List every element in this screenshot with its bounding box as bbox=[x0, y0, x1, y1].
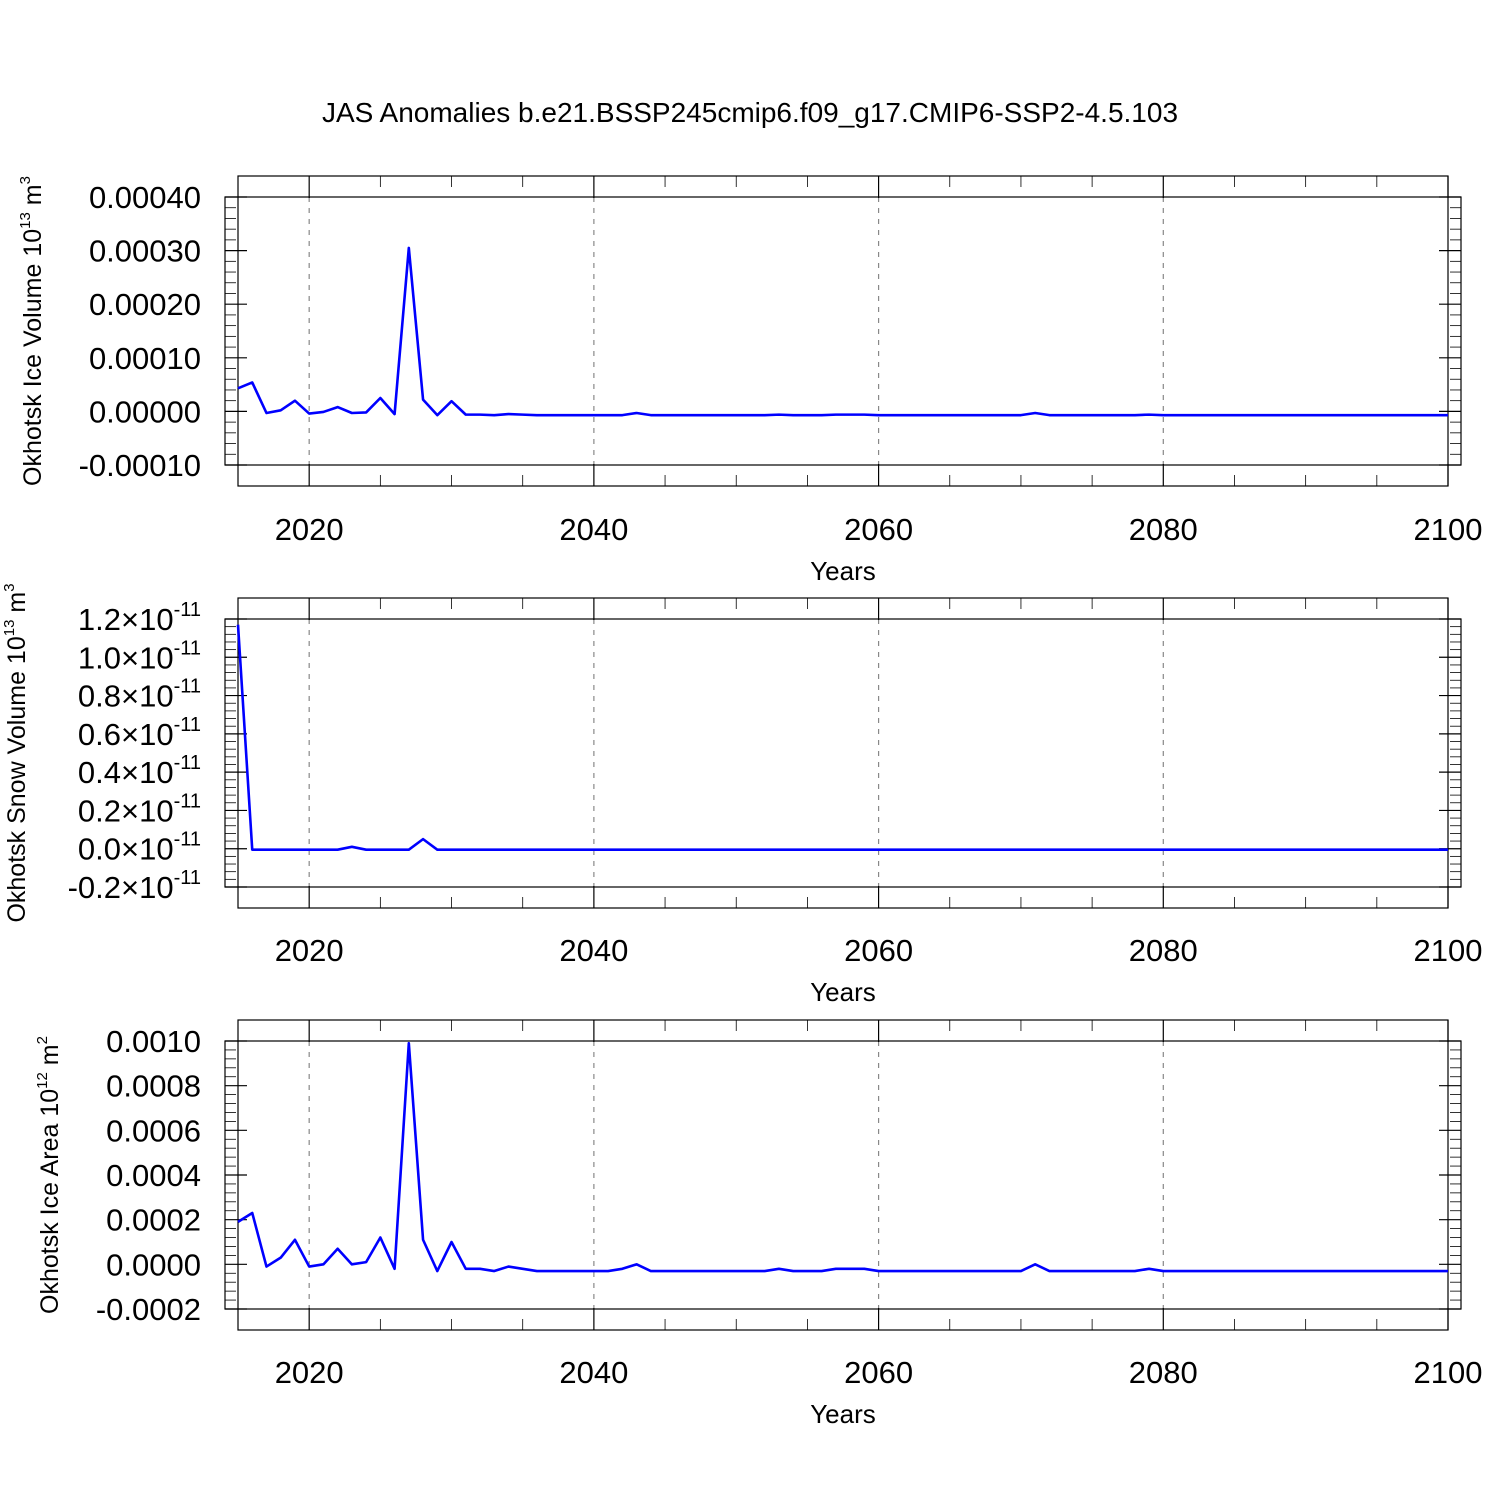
y-tick-label: 0.00000 bbox=[89, 394, 201, 429]
y-tick-label-text: 0.6×10 bbox=[78, 717, 174, 752]
panel-3: 2020 2040 2060 2080 2100 0.0010 0.0008 0.0006 0.… bbox=[34, 1019, 1483, 1429]
x-tick-label: 2080 bbox=[1129, 1355, 1198, 1390]
x-tick-label: 2060 bbox=[844, 1355, 913, 1390]
y-tick-label-exponent: -11 bbox=[174, 829, 201, 851]
y-tick-label-text: 0.0006 bbox=[106, 1113, 201, 1148]
y-tick-label-text: 0.00030 bbox=[89, 234, 201, 269]
x-tick-label: 2020 bbox=[275, 1355, 344, 1390]
y-axis-label-unit-exponent: 3 bbox=[17, 176, 34, 184]
y-tick-label: 0.0×10-11 bbox=[78, 829, 201, 867]
x-axis-label: Years bbox=[810, 977, 876, 1007]
y-axis-label-unit-exponent: 3 bbox=[1, 583, 18, 591]
y-tick-label-text: 0.0004 bbox=[106, 1158, 201, 1193]
x-tick-label: 2040 bbox=[559, 512, 628, 547]
y-tick-label: 0.0008 bbox=[106, 1069, 201, 1104]
y-tick-label-text: 0.0010 bbox=[106, 1024, 201, 1059]
y-tick-label: 0.0000 bbox=[106, 1247, 201, 1282]
y-tick-label-text: -0.2×10 bbox=[68, 870, 174, 905]
y-tick-label: 0.00040 bbox=[89, 180, 201, 215]
y-tick-label-text: 0.0002 bbox=[106, 1203, 201, 1238]
y-tick-label-exponent: -11 bbox=[174, 599, 201, 621]
y-tick-label-exponent: -11 bbox=[174, 752, 201, 774]
y-tick-label-text: 1.2×10 bbox=[78, 602, 174, 637]
x-axis-frame bbox=[237, 175, 1449, 487]
y-axis-frame bbox=[224, 196, 1462, 466]
y-axis-label: Okhotsk Ice Area 1012 m2 bbox=[34, 1036, 64, 1314]
series-line-1 bbox=[236, 624, 1448, 851]
x-axis-frame bbox=[237, 597, 1449, 909]
series-line-1 bbox=[237, 1041, 1448, 1273]
x-tick-label: 2040 bbox=[559, 933, 628, 968]
y-tick-label-exponent: -11 bbox=[174, 790, 201, 812]
y-tick-label-exponent: -11 bbox=[174, 637, 201, 659]
y-axis-label-exponent: 13 bbox=[17, 212, 34, 229]
x-axis-label: Years bbox=[810, 556, 876, 586]
y-tick-label-text: 0.2×10 bbox=[78, 793, 174, 828]
y-axis-label-text: Okhotsk Ice Area 10 bbox=[36, 1089, 64, 1314]
y-tick-label-text: 0.0×10 bbox=[78, 832, 174, 867]
y-tick-label: 0.4×10-11 bbox=[78, 752, 201, 790]
x-tick-label: 2020 bbox=[275, 933, 344, 968]
y-axis-label: Okhotsk Snow Volume 1013 m3 bbox=[1, 583, 31, 922]
y-axis-label: Okhotsk Ice Volume 1013 m3 bbox=[17, 176, 47, 486]
x-tick-label: 2100 bbox=[1414, 512, 1483, 547]
y-tick-label: 0.8×10-11 bbox=[78, 676, 201, 714]
y-tick-label: 0.0006 bbox=[106, 1113, 201, 1148]
y-tick-label: 0.00020 bbox=[89, 287, 201, 322]
y-axis-label-text: Okhotsk Ice Volume 10 bbox=[19, 229, 47, 486]
panel-1: 2020 2040 2060 2080 2100 0.00040 0.00030 0.0002… bbox=[17, 175, 1483, 586]
x-tick-label: 2100 bbox=[1414, 1355, 1483, 1390]
y-axis-label-text: Okhotsk Snow Volume 10 bbox=[3, 636, 31, 922]
y-tick-label-text: 0.00020 bbox=[89, 287, 201, 322]
series-line-1 bbox=[237, 246, 1448, 417]
y-axis-frame bbox=[224, 618, 1462, 888]
y-tick-label: -0.2×10-11 bbox=[68, 867, 201, 905]
y-tick-label-text: 0.0000 bbox=[106, 1247, 201, 1282]
y-tick-label-text: 1.0×10 bbox=[78, 640, 174, 675]
x-tick-label: 2060 bbox=[844, 933, 913, 968]
y-tick-label-exponent: -11 bbox=[174, 714, 201, 736]
y-axis-label-unit: m bbox=[3, 592, 31, 620]
y-tick-label: -0.00010 bbox=[79, 448, 201, 483]
x-axis-label: Years bbox=[810, 1399, 876, 1429]
y-tick-label: 0.0004 bbox=[106, 1158, 201, 1193]
y-tick-label-text: 0.00040 bbox=[89, 180, 201, 215]
y-axis-label-unit-exponent: 2 bbox=[34, 1036, 51, 1044]
x-tick-label: 2080 bbox=[1129, 933, 1198, 968]
x-tick-label: 2040 bbox=[559, 1355, 628, 1390]
y-tick-label-text: 0.0008 bbox=[106, 1069, 201, 1104]
y-tick-label-exponent: -11 bbox=[174, 676, 201, 698]
y-tick-label: 0.00030 bbox=[89, 234, 201, 269]
y-tick-label: 1.0×10-11 bbox=[78, 637, 201, 675]
y-axis-label-exponent: 13 bbox=[1, 620, 18, 637]
y-tick-label-text: 0.00000 bbox=[89, 394, 201, 429]
panel-2: 2020 2040 2060 2080 21001.2×10-111.0×10-110.… bbox=[1, 583, 1482, 1007]
y-tick-label: 0.6×10-11 bbox=[78, 714, 201, 752]
x-tick-label: 2020 bbox=[275, 512, 344, 547]
y-tick-label: 0.2×10-11 bbox=[78, 790, 201, 828]
y-axis-label-unit: m bbox=[19, 184, 47, 212]
y-tick-label: -0.0002 bbox=[96, 1292, 201, 1327]
figure-title: JAS Anomalies b.e21.BSSP245cmip6.f09_g17… bbox=[322, 97, 1178, 128]
y-tick-label: 1.2×10-11 bbox=[78, 599, 201, 637]
y-tick-label-text: -0.0002 bbox=[96, 1292, 201, 1327]
y-tick-label: 0.0010 bbox=[106, 1024, 201, 1059]
y-tick-label-text: 0.4×10 bbox=[78, 755, 174, 790]
y-axis-label-exponent: 12 bbox=[34, 1072, 51, 1089]
y-tick-label-exponent: -11 bbox=[174, 867, 201, 889]
y-tick-label: 0.0002 bbox=[106, 1203, 201, 1238]
y-tick-label-text: -0.00010 bbox=[79, 448, 201, 483]
x-tick-label: 2100 bbox=[1414, 933, 1483, 968]
y-tick-label: 0.00010 bbox=[89, 341, 201, 376]
x-tick-label: 2080 bbox=[1129, 512, 1198, 547]
x-tick-label: 2060 bbox=[844, 512, 913, 547]
y-axis-label-unit: m bbox=[36, 1044, 64, 1072]
y-tick-label-text: 0.8×10 bbox=[78, 679, 174, 714]
y-tick-label-text: 0.00010 bbox=[89, 341, 201, 376]
